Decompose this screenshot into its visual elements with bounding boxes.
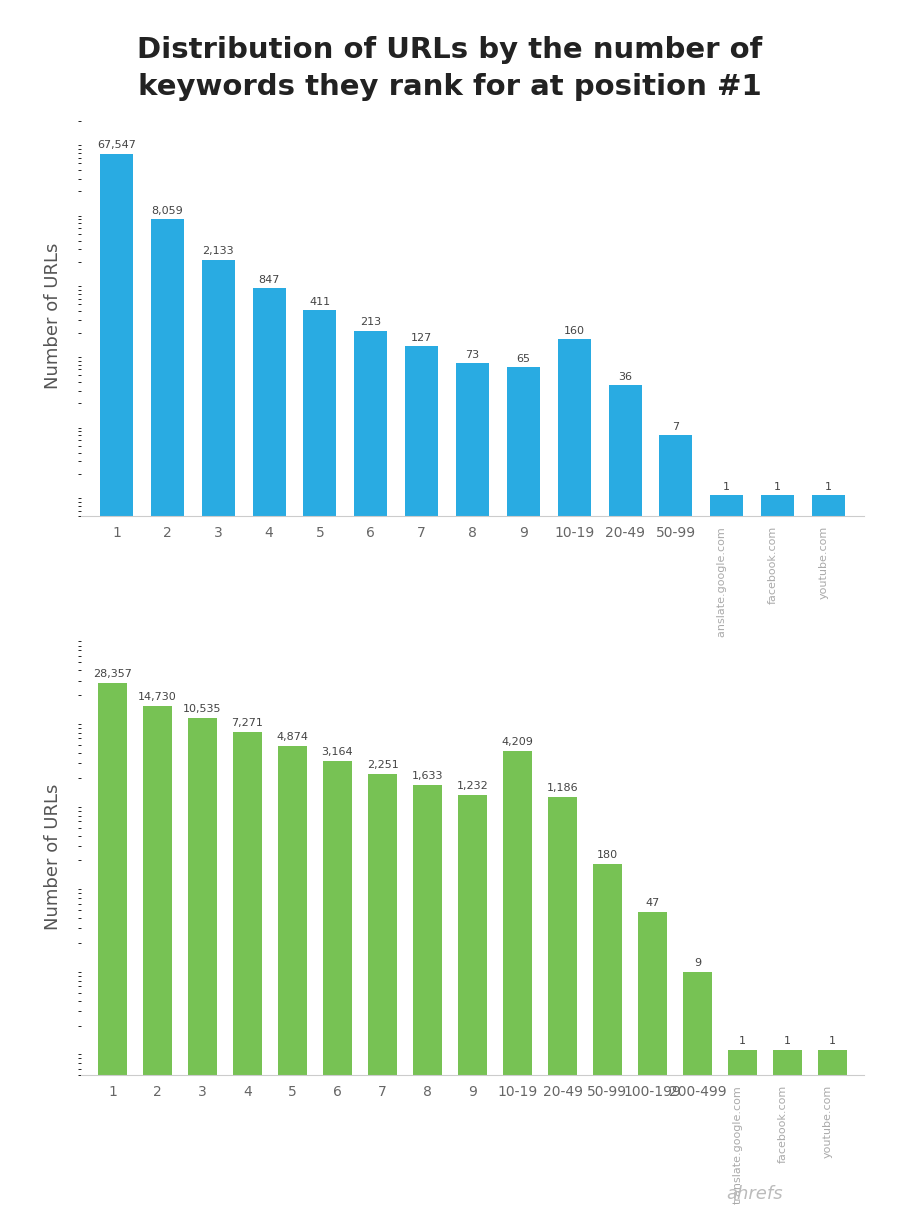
Text: 4,209: 4,209 (501, 738, 534, 747)
Text: 10,535: 10,535 (184, 705, 221, 714)
Bar (548, 797, 577, 1215)
Text: 213: 213 (360, 317, 382, 327)
Text: 180: 180 (597, 850, 618, 860)
Bar (98, 683, 127, 1215)
Text: 28,357: 28,357 (93, 668, 132, 679)
Bar (151, 219, 184, 1215)
Text: 1,633: 1,633 (412, 772, 444, 781)
Bar (773, 1051, 802, 1215)
Bar (710, 495, 743, 1215)
Bar (188, 718, 217, 1215)
Text: 7,271: 7,271 (231, 718, 264, 728)
Bar (458, 796, 487, 1215)
Bar (503, 751, 532, 1215)
Bar (660, 435, 692, 1215)
Text: 847: 847 (258, 275, 280, 284)
Text: 1: 1 (724, 481, 730, 492)
Text: 4,874: 4,874 (276, 731, 309, 742)
Bar (355, 330, 387, 1215)
Text: 1,186: 1,186 (546, 782, 579, 792)
Text: 36: 36 (618, 372, 632, 382)
Bar (638, 912, 667, 1215)
Bar (100, 154, 133, 1215)
Text: 67,547: 67,547 (97, 141, 136, 151)
Bar (818, 1051, 847, 1215)
Text: 14,730: 14,730 (138, 693, 177, 702)
Text: 3,164: 3,164 (321, 747, 354, 757)
Text: 1,232: 1,232 (456, 781, 489, 791)
Bar (278, 746, 307, 1215)
Bar (323, 762, 352, 1215)
Text: 1: 1 (774, 481, 781, 492)
Text: 9: 9 (694, 957, 701, 967)
Text: 127: 127 (411, 333, 432, 343)
Text: ahrefs: ahrefs (726, 1185, 783, 1203)
Bar (608, 385, 642, 1215)
Bar (593, 864, 622, 1215)
Text: Distribution of URLs by the number of
keywords they rank for at position #1: Distribution of URLs by the number of ke… (138, 36, 762, 101)
Text: 8,059: 8,059 (151, 205, 184, 215)
Text: 7: 7 (672, 422, 680, 431)
X-axis label: How many 10k+ keywords a URL is ranking for at position #1: How many 10k+ keywords a URL is ranking … (194, 661, 751, 679)
Text: 411: 411 (310, 296, 330, 307)
Bar (456, 363, 489, 1215)
Bar (683, 972, 712, 1215)
Bar (761, 495, 794, 1215)
Text: 1: 1 (825, 481, 832, 492)
Text: 1: 1 (784, 1036, 791, 1046)
Bar (253, 288, 285, 1215)
Bar (507, 367, 540, 1215)
Text: 1: 1 (739, 1036, 746, 1046)
Y-axis label: Number of URLs: Number of URLs (44, 243, 62, 389)
Bar (558, 339, 590, 1215)
Text: 2,133: 2,133 (202, 247, 234, 256)
Text: 65: 65 (517, 354, 530, 363)
Text: 47: 47 (645, 898, 660, 909)
Bar (413, 785, 442, 1215)
Y-axis label: Number of URLs: Number of URLs (44, 784, 62, 929)
Bar (143, 706, 172, 1215)
Text: 73: 73 (465, 350, 480, 360)
Text: 160: 160 (563, 326, 585, 335)
Bar (368, 774, 397, 1215)
Bar (812, 495, 845, 1215)
Bar (202, 260, 235, 1215)
Bar (233, 731, 262, 1215)
Text: 2,251: 2,251 (366, 759, 399, 769)
Bar (728, 1051, 757, 1215)
Text: 1: 1 (829, 1036, 836, 1046)
Bar (303, 310, 337, 1215)
Bar (405, 346, 438, 1215)
